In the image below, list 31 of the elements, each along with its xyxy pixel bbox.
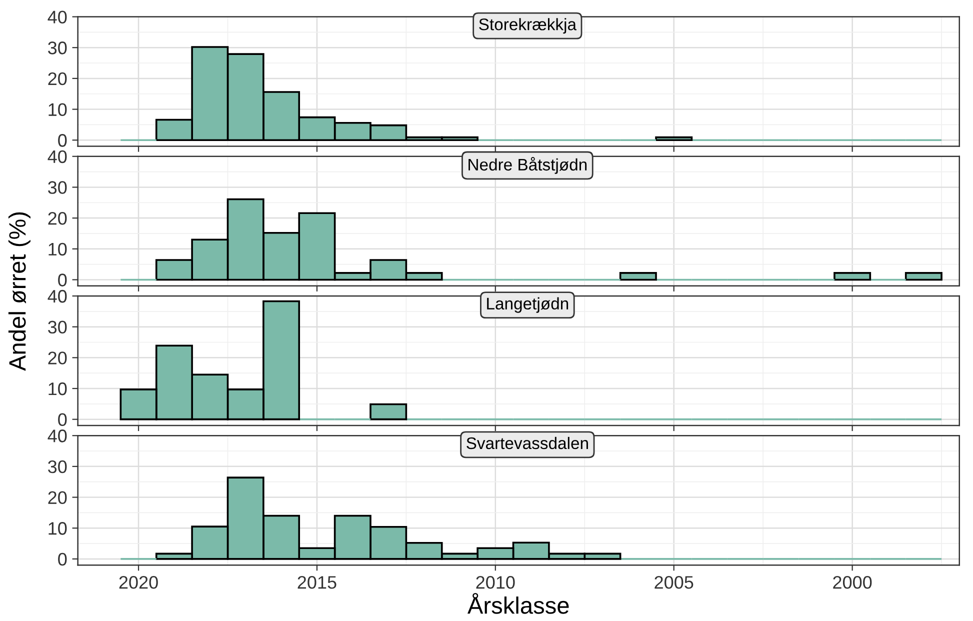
x-tick-label: 2005 (654, 576, 694, 589)
y-axis-title: Andel ørret (%) (8, 212, 30, 371)
y-tick-label: 0 (58, 274, 67, 286)
y-tick-label: 20 (48, 491, 67, 504)
chart-title: Langetjødn (487, 297, 568, 313)
y-tick-label: 10 (48, 103, 67, 116)
y-tick-label: 40 (48, 430, 67, 442)
y-tick-label: 30 (48, 181, 67, 194)
x-tick-label: 2010 (476, 576, 515, 589)
x-tick-label: 2020 (119, 576, 158, 589)
y-tick-label: 20 (48, 212, 67, 225)
y-tick-label: 10 (48, 522, 67, 535)
chart-title: Nedre Båtstjødn (468, 156, 587, 174)
y-tick-label: 30 (48, 460, 67, 474)
x-tick-label: 2015 (298, 576, 336, 589)
y-tick-label: 40 (48, 10, 67, 24)
y-tick-label: 10 (48, 242, 67, 256)
y-tick-label: 20 (48, 352, 67, 364)
y-tick-label: 0 (58, 552, 67, 566)
chart-title: Storekrækkja (479, 18, 577, 34)
chart-title: Svartevassdalen (466, 436, 588, 450)
y-tick-label: 0 (58, 134, 67, 147)
y-tick-label: 30 (48, 320, 67, 334)
y-tick-label: 40 (48, 290, 67, 303)
x-axis-title: Årsklasse (467, 592, 569, 614)
x-tick-label: 2000 (833, 576, 872, 589)
y-tick-label: 20 (48, 72, 67, 86)
y-tick-label: 40 (48, 150, 67, 164)
y-tick-label: 30 (48, 42, 67, 54)
y-tick-label: 0 (58, 413, 67, 426)
y-tick-label: 10 (48, 382, 67, 396)
